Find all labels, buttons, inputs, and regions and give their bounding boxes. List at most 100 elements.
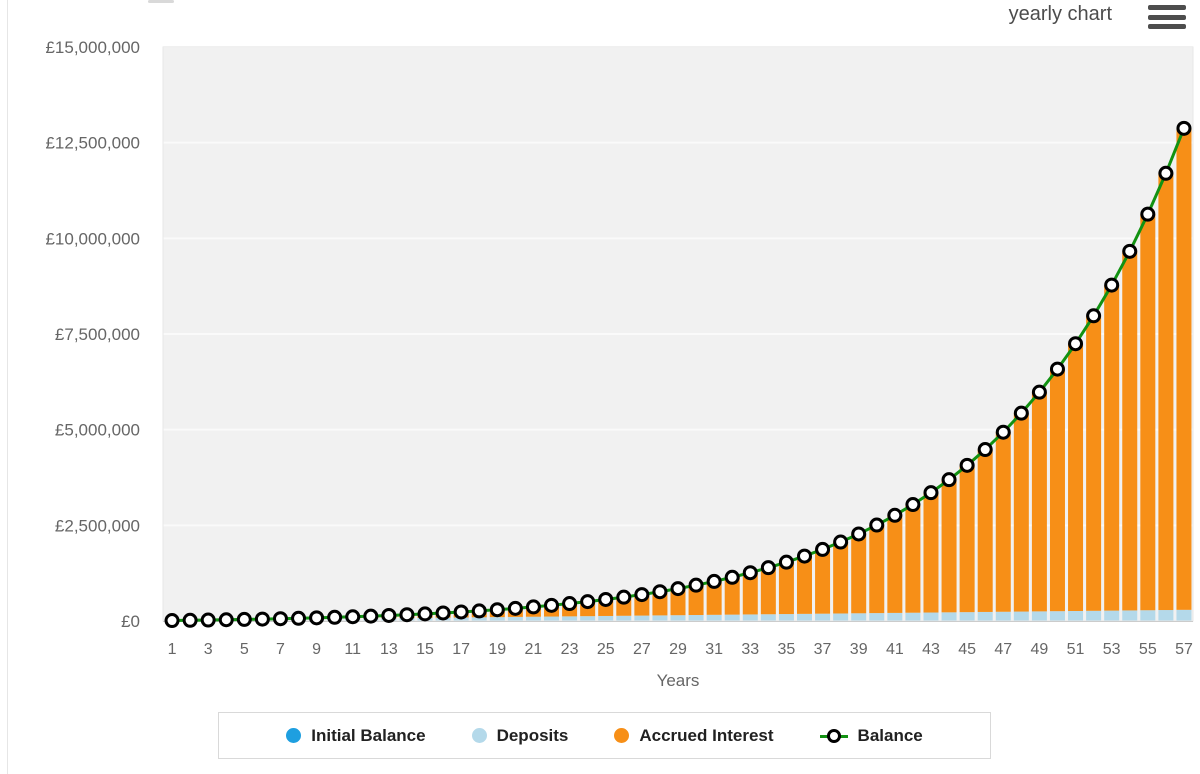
bar-deposits[interactable] (544, 616, 560, 621)
bar-accrued-interest[interactable] (688, 585, 704, 616)
balance-marker-year-54[interactable] (1122, 243, 1138, 259)
balance-marker-year-36[interactable] (796, 548, 812, 564)
legend-item-balance[interactable]: Balance (819, 726, 923, 746)
balance-marker-year-43[interactable] (923, 485, 939, 501)
bar-accrued-interest[interactable] (851, 533, 867, 614)
bar-accrued-interest[interactable] (1104, 285, 1120, 611)
balance-marker-year-48[interactable] (1013, 405, 1029, 421)
balance-marker-year-7[interactable] (272, 611, 288, 627)
balance-marker-year-28[interactable] (652, 584, 668, 600)
bar-deposits[interactable] (525, 616, 541, 621)
bar-accrued-interest[interactable] (941, 479, 957, 613)
bar-deposits[interactable] (1104, 610, 1120, 621)
bar-accrued-interest[interactable] (742, 572, 758, 615)
bar-deposits[interactable] (724, 614, 740, 621)
balance-marker-year-32[interactable] (724, 569, 740, 585)
balance-marker-year-56[interactable] (1158, 165, 1174, 181)
bar-accrued-interest[interactable] (977, 449, 993, 612)
bar-deposits[interactable] (562, 616, 578, 621)
bar-deposits[interactable] (869, 613, 885, 621)
bar-deposits[interactable] (887, 612, 903, 621)
balance-marker-year-2[interactable] (182, 612, 198, 628)
balance-marker-year-15[interactable] (417, 606, 433, 622)
bar-accrued-interest[interactable] (1140, 214, 1156, 611)
bar-accrued-interest[interactable] (706, 581, 722, 615)
bar-deposits[interactable] (489, 617, 505, 621)
balance-marker-year-35[interactable] (778, 554, 794, 570)
bar-deposits[interactable] (670, 615, 686, 621)
bar-accrued-interest[interactable] (995, 432, 1011, 612)
balance-marker-year-39[interactable] (851, 526, 867, 542)
bar-accrued-interest[interactable] (1122, 251, 1138, 611)
bar-accrued-interest[interactable] (1031, 392, 1047, 612)
balance-marker-year-12[interactable] (363, 608, 379, 624)
balance-marker-year-21[interactable] (525, 599, 541, 615)
bar-accrued-interest[interactable] (724, 577, 740, 615)
bar-accrued-interest[interactable] (815, 549, 831, 614)
bar-deposits[interactable] (688, 615, 704, 621)
bar-deposits[interactable] (507, 616, 523, 621)
bar-deposits[interactable] (815, 613, 831, 621)
balance-marker-year-34[interactable] (760, 560, 776, 576)
balance-marker-year-9[interactable] (309, 610, 325, 626)
bar-deposits[interactable] (742, 614, 758, 621)
bar-deposits[interactable] (471, 617, 487, 621)
bar-deposits[interactable] (616, 615, 632, 621)
balance-marker-year-18[interactable] (471, 603, 487, 619)
bar-accrued-interest[interactable] (1176, 128, 1192, 610)
balance-marker-year-42[interactable] (905, 497, 921, 513)
balance-marker-year-44[interactable] (941, 472, 957, 488)
balance-marker-year-19[interactable] (489, 602, 505, 618)
balance-marker-year-8[interactable] (291, 610, 307, 626)
bar-deposits[interactable] (959, 612, 975, 621)
balance-marker-year-17[interactable] (453, 604, 469, 620)
bar-accrued-interest[interactable] (923, 492, 939, 613)
balance-marker-year-29[interactable] (670, 581, 686, 597)
balance-marker-year-20[interactable] (507, 600, 523, 616)
balance-marker-year-40[interactable] (869, 517, 885, 533)
balance-marker-year-45[interactable] (959, 457, 975, 473)
balance-marker-year-37[interactable] (815, 541, 831, 557)
hamburger-menu-icon[interactable] (1148, 5, 1186, 29)
balance-marker-year-46[interactable] (977, 442, 993, 458)
bar-accrued-interest[interactable] (1068, 343, 1084, 611)
bar-deposits[interactable] (652, 615, 668, 621)
balance-marker-year-23[interactable] (562, 596, 578, 612)
bar-accrued-interest[interactable] (959, 465, 975, 613)
bar-accrued-interest[interactable] (833, 542, 849, 614)
bar-deposits[interactable] (1013, 611, 1029, 621)
legend-item-deposits[interactable]: Deposits (471, 726, 568, 746)
balance-marker-year-11[interactable] (345, 609, 361, 625)
bar-accrued-interest[interactable] (778, 562, 794, 615)
bar-deposits[interactable] (833, 613, 849, 621)
balance-marker-year-26[interactable] (616, 589, 632, 605)
bar-deposits[interactable] (1086, 610, 1102, 621)
bar-accrued-interest[interactable] (1049, 369, 1065, 612)
bar-deposits[interactable] (851, 613, 867, 621)
bar-deposits[interactable] (1176, 609, 1192, 621)
bar-deposits[interactable] (760, 614, 776, 621)
bar-deposits[interactable] (796, 613, 812, 621)
bar-deposits[interactable] (778, 614, 794, 621)
bar-accrued-interest[interactable] (887, 515, 903, 613)
balance-marker-year-52[interactable] (1086, 308, 1102, 324)
bar-accrued-interest[interactable] (1086, 315, 1102, 611)
balance-marker-year-14[interactable] (399, 607, 415, 623)
bar-accrued-interest[interactable] (760, 567, 776, 615)
bar-deposits[interactable] (977, 611, 993, 621)
balance-marker-year-50[interactable] (1049, 361, 1065, 377)
balance-marker-year-24[interactable] (580, 594, 596, 610)
balance-marker-year-16[interactable] (435, 605, 451, 621)
balance-marker-year-5[interactable] (236, 611, 252, 627)
balance-marker-year-51[interactable] (1068, 336, 1084, 352)
bar-deposits[interactable] (598, 615, 614, 621)
balance-marker-year-41[interactable] (887, 507, 903, 523)
balance-marker-year-47[interactable] (995, 424, 1011, 440)
balance-marker-year-1[interactable] (164, 613, 180, 629)
balance-marker-year-53[interactable] (1104, 277, 1120, 293)
balance-marker-year-55[interactable] (1140, 206, 1156, 222)
bar-deposits[interactable] (905, 612, 921, 621)
balance-marker-year-25[interactable] (598, 591, 614, 607)
balance-marker-year-27[interactable] (634, 587, 650, 603)
balance-marker-year-6[interactable] (254, 611, 270, 627)
